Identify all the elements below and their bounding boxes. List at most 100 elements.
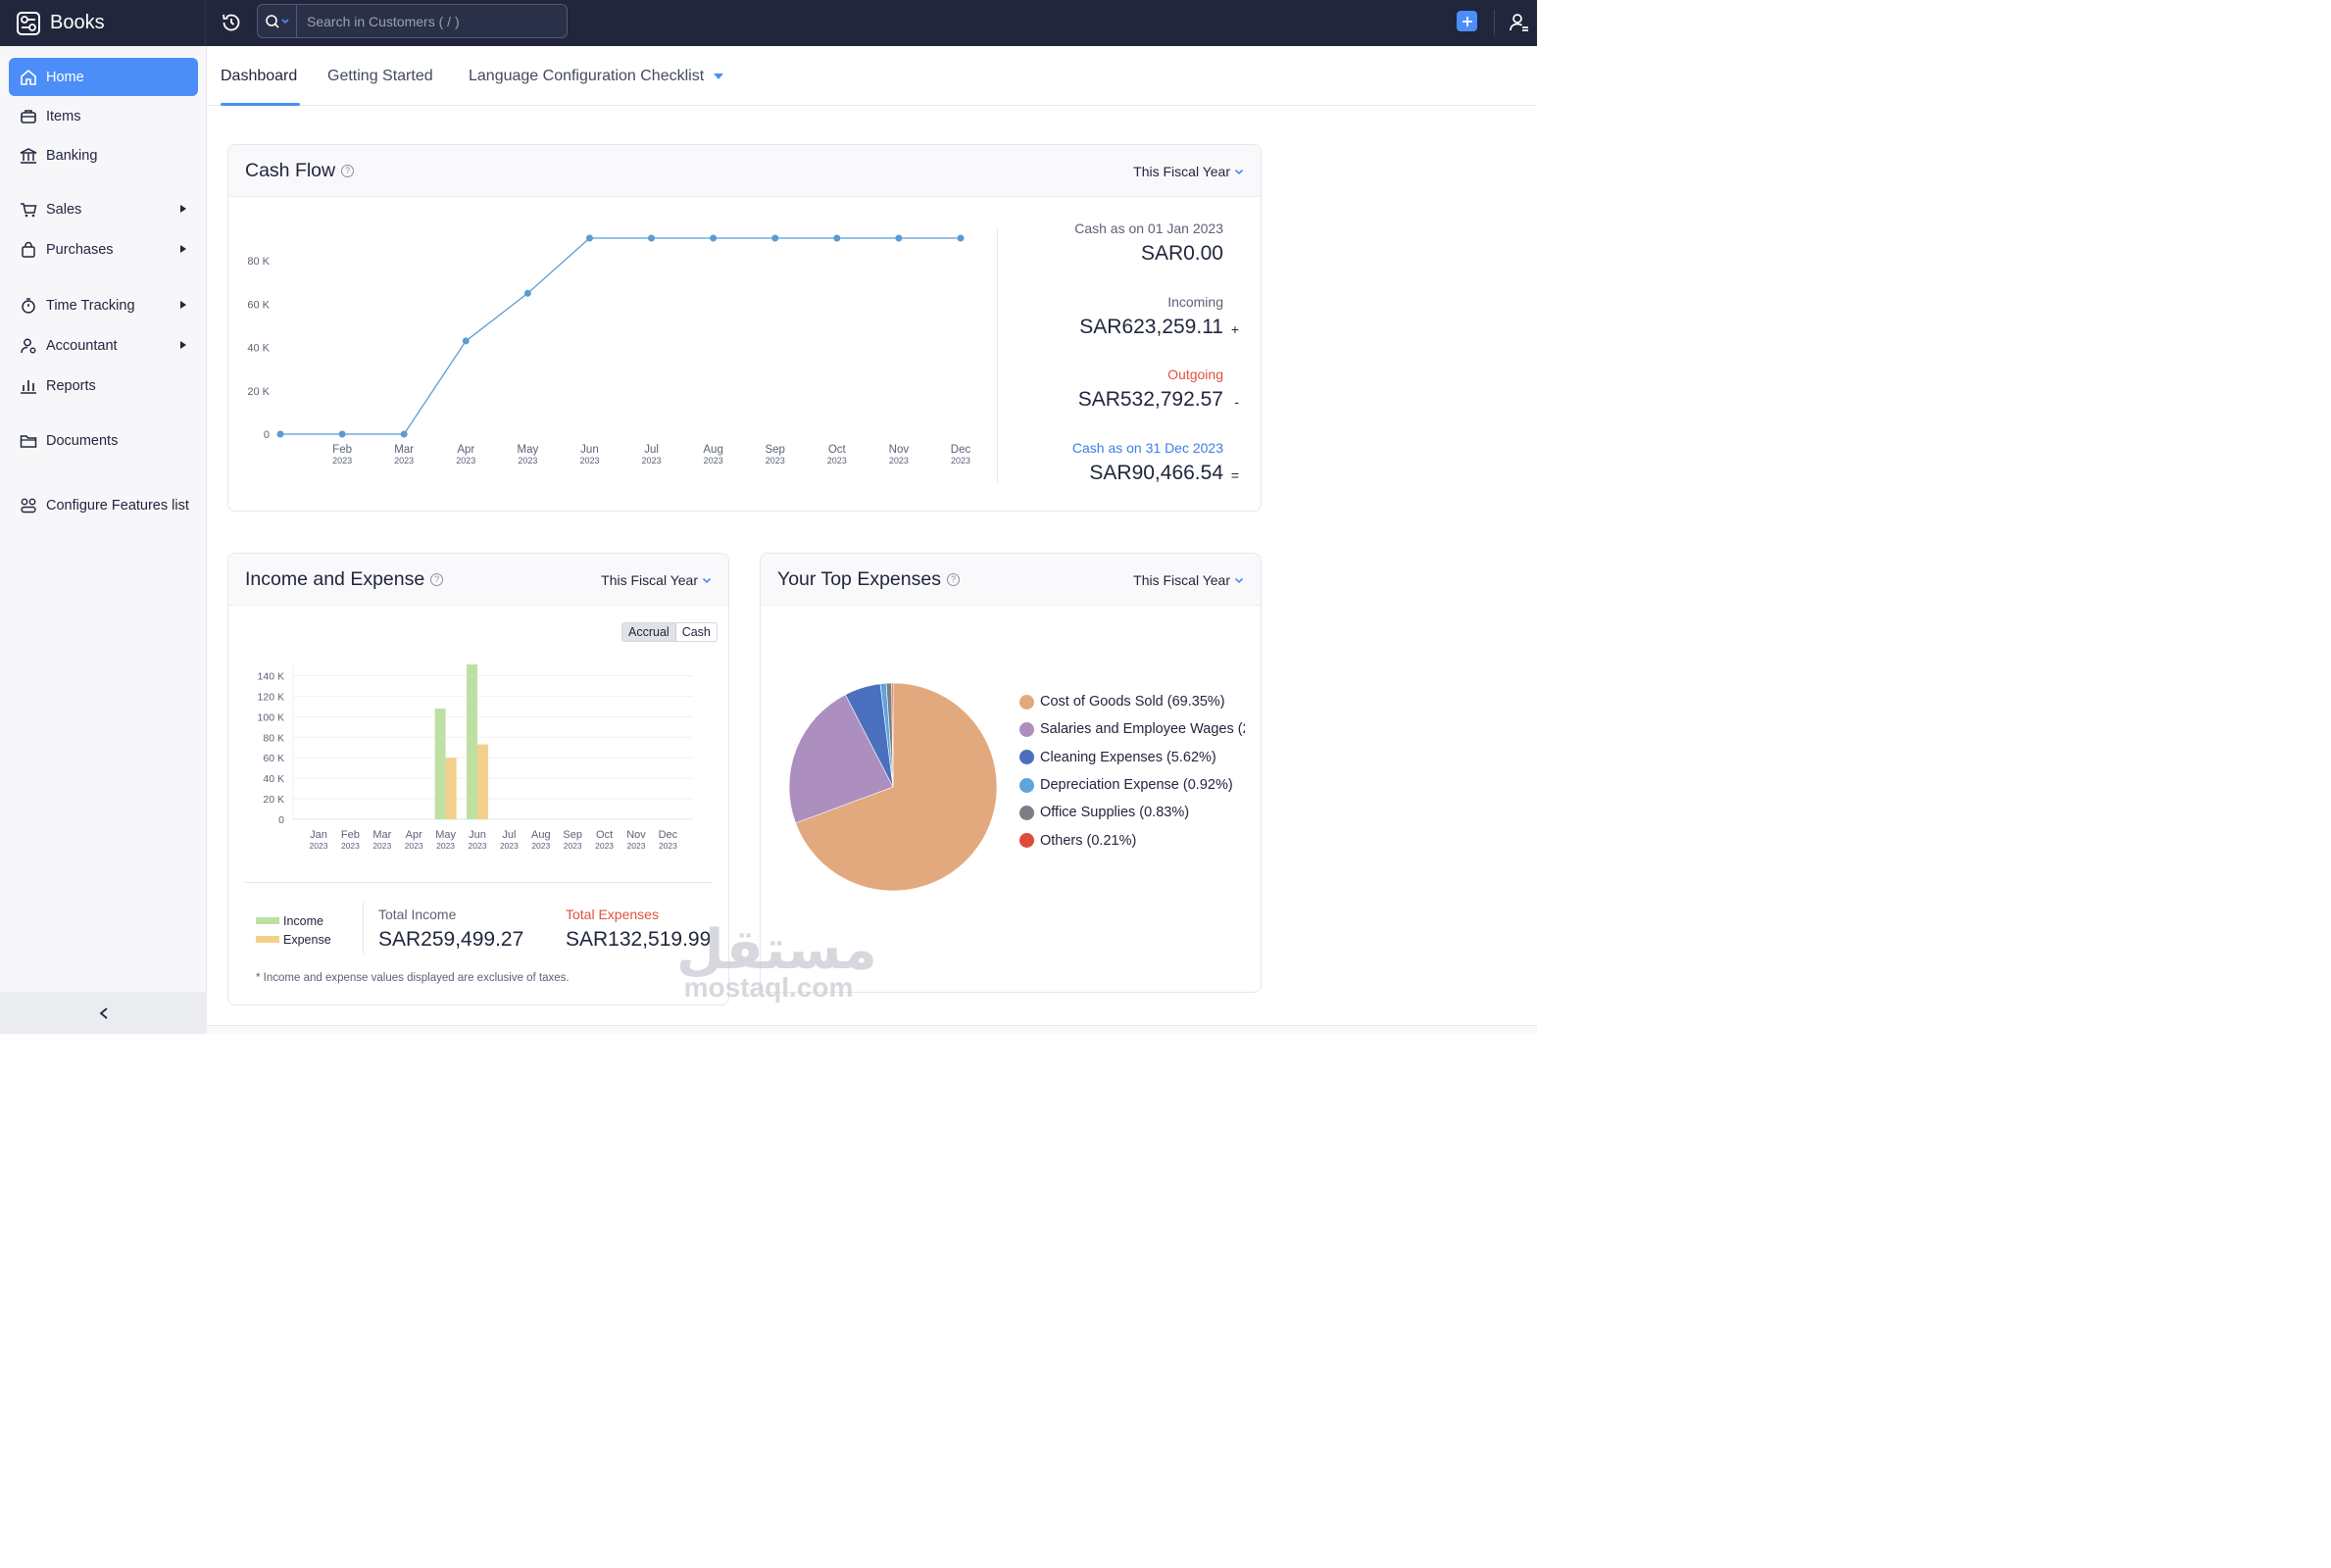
watermark-latin: mostaql.com (683, 972, 854, 1003)
stopwatch-icon (22, 297, 35, 314)
period-label: This Fiscal Year (1133, 164, 1230, 179)
sidebar-item-time-tracking[interactable]: Time Tracking (9, 286, 198, 324)
x-tick-label: Mar (372, 829, 391, 841)
x-tick-sublabel: 2023 (372, 841, 391, 851)
x-tick-sublabel: 2023 (627, 841, 646, 851)
shopping-bag-icon (22, 241, 35, 258)
legend-expense: Expense (256, 930, 331, 949)
legend-dot (1019, 833, 1034, 849)
features-grid-icon (21, 498, 36, 513)
x-tick-label: Feb (332, 444, 352, 456)
help-icon[interactable]: ? (341, 164, 355, 177)
data-point (895, 234, 903, 242)
help-icon[interactable]: ? (430, 572, 444, 586)
legend-dot (1019, 721, 1034, 737)
x-tick-sublabel: 2023 (642, 456, 662, 466)
sidebar-item-label: Time Tracking (46, 297, 135, 314)
minus-sign: - (1234, 394, 1239, 410)
sidebar-item-label: Items (46, 108, 81, 124)
sidebar-item-reports[interactable]: Reports (9, 367, 198, 405)
x-tick-label: Dec (659, 829, 678, 841)
divider (363, 903, 364, 954)
sidebar-item-label: Reports (46, 377, 96, 394)
y-tick-label: 120 K (258, 691, 284, 703)
sidebar-item-home[interactable]: Home (9, 58, 198, 96)
books-logo-icon (17, 11, 40, 35)
x-tick-sublabel: 2023 (332, 456, 352, 466)
sidebar-item-documents[interactable]: Documents (9, 421, 198, 460)
income-bar (467, 663, 477, 819)
folder-icon (20, 434, 37, 448)
legend-dot (1019, 694, 1034, 710)
sidebar-item-items[interactable]: Items (9, 97, 198, 135)
expand-caret-icon (180, 341, 186, 349)
quick-create-button[interactable] (1457, 11, 1477, 31)
expense-bar (445, 758, 457, 819)
chevron-down-icon (702, 577, 712, 584)
x-tick-label: Nov (626, 829, 646, 841)
expand-caret-icon (180, 301, 186, 309)
incoming-value: SAR623,259.11 (1079, 316, 1223, 338)
recent-history-icon[interactable] (220, 11, 243, 34)
total-expenses: Total Expenses SAR132,519.99 (566, 906, 711, 952)
equals-sign: = (1230, 467, 1239, 483)
y-tick-label: 80 K (263, 732, 284, 744)
x-tick-sublabel: 2023 (564, 841, 582, 851)
x-tick-sublabel: 2023 (341, 841, 360, 851)
legend-label: Cost of Goods Sold (69.35%) (1040, 694, 1225, 710)
cash-closing: Cash as on 31 Dec 2023 SAR90,466.54 = (1072, 440, 1239, 485)
tab-getting-started[interactable]: Getting Started (327, 68, 433, 106)
basis-toggle: Accrual Cash (621, 622, 718, 642)
user-profile-icon[interactable] (1508, 11, 1531, 34)
y-tick-label: 0 (278, 814, 284, 826)
x-tick-sublabel: 2023 (469, 841, 487, 851)
sidebar-item-label: Sales (46, 201, 82, 218)
data-point (523, 289, 531, 297)
cash-opening: Cash as on 01 Jan 2023 SAR0.00 (1074, 220, 1223, 266)
search-input[interactable] (297, 13, 567, 29)
sidebar-item-banking[interactable]: Banking (9, 136, 198, 174)
search-box[interactable] (257, 4, 568, 38)
pie-slice-others (891, 682, 894, 788)
cash-incoming: Incoming SAR623,259.11 + (1079, 294, 1239, 339)
x-tick-label: May (517, 444, 538, 456)
sidebar-item-accountant[interactable]: Accountant (9, 326, 198, 365)
tab-language-configuration-checklist[interactable]: Language Configuration Checklist (469, 68, 724, 106)
period-label: This Fiscal Year (601, 572, 698, 588)
bar-chart-icon (21, 379, 36, 394)
data-point (648, 234, 656, 242)
search-filter-dropdown[interactable] (258, 5, 297, 37)
cash-toggle-button[interactable]: Cash (681, 625, 711, 639)
plus-sign: + (1230, 321, 1239, 337)
top-bar: Books (0, 0, 1537, 46)
x-tick-sublabel: 2023 (500, 841, 519, 851)
period-dropdown[interactable]: This Fiscal Year (1133, 572, 1244, 588)
period-dropdown[interactable]: This Fiscal Year (601, 572, 712, 588)
legend-item: Salaries and Employee Wages (2 (1019, 715, 1245, 743)
brand[interactable]: Books (0, 0, 206, 46)
x-tick-label: Apr (457, 444, 474, 456)
legend-income: Income (256, 911, 331, 930)
cash-flow-line-chart: 020 K40 K60 K80 KFeb2023Mar2023Apr2023Ma… (247, 234, 970, 466)
bottom-strip (207, 1025, 1537, 1034)
caret-down-icon (714, 73, 724, 79)
top-expenses-pie-chart (788, 682, 998, 892)
legend-dot (1019, 777, 1034, 793)
cash-opening-label: Cash as on 01 Jan 2023 (1074, 220, 1223, 236)
sidebar-item-configure-features[interactable]: Configure Features list (9, 486, 198, 524)
y-tick-label: 0 (264, 429, 270, 441)
sidebar: Home Items Banking Sales Purchases Time … (0, 46, 207, 1034)
ie-legend: Income Expense (256, 911, 331, 949)
legend-label: Income (283, 913, 323, 928)
tab-dashboard[interactable]: Dashboard (221, 68, 300, 106)
divider (245, 882, 713, 883)
sidebar-item-purchases[interactable]: Purchases (9, 230, 198, 269)
collapse-sidebar-button[interactable] (0, 992, 207, 1034)
data-point (833, 234, 841, 242)
sidebar-item-sales[interactable]: Sales (9, 190, 198, 228)
help-icon[interactable]: ? (946, 572, 960, 586)
period-dropdown[interactable]: This Fiscal Year (1133, 164, 1244, 179)
accrual-toggle-button[interactable]: Accrual (622, 623, 676, 641)
x-tick-sublabel: 2023 (951, 456, 970, 466)
cash-flow-card: Cash Flow ? This Fiscal Year 0 20 K 40 K 60… (227, 144, 1262, 512)
